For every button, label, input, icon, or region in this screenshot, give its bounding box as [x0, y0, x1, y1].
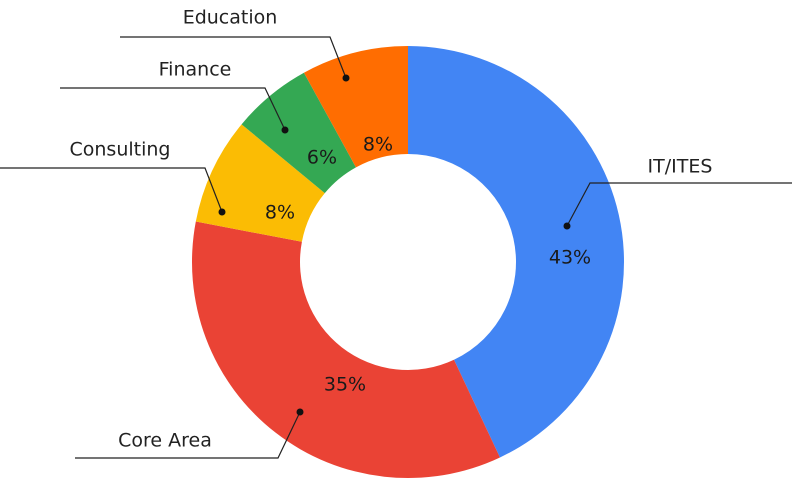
leader-line [0, 167, 223, 213]
leader-dot [563, 222, 571, 230]
leader-dot [296, 408, 304, 416]
leader-line [60, 87, 286, 131]
category-label: Core Area [118, 430, 212, 452]
category-label: IT/ITES [648, 156, 713, 178]
donut-slice [195, 124, 325, 242]
donut-slice [408, 46, 625, 458]
leader-dot [281, 126, 289, 134]
value-label: 8% [363, 134, 393, 156]
leader-line [120, 36, 347, 79]
donut-slice [303, 46, 408, 168]
leader-line [566, 182, 792, 227]
value-label: 35% [324, 374, 366, 396]
donut-slice [191, 221, 500, 478]
leader-dot [342, 74, 350, 82]
value-label: 43% [549, 247, 591, 269]
leader-dot [218, 208, 226, 216]
value-label: 6% [307, 147, 337, 169]
category-label: Consulting [70, 139, 171, 161]
category-label: Finance [159, 59, 232, 81]
donut-slice [241, 72, 356, 194]
leader-line [75, 411, 301, 459]
value-label: 8% [265, 202, 295, 224]
category-label: Education [183, 7, 278, 29]
